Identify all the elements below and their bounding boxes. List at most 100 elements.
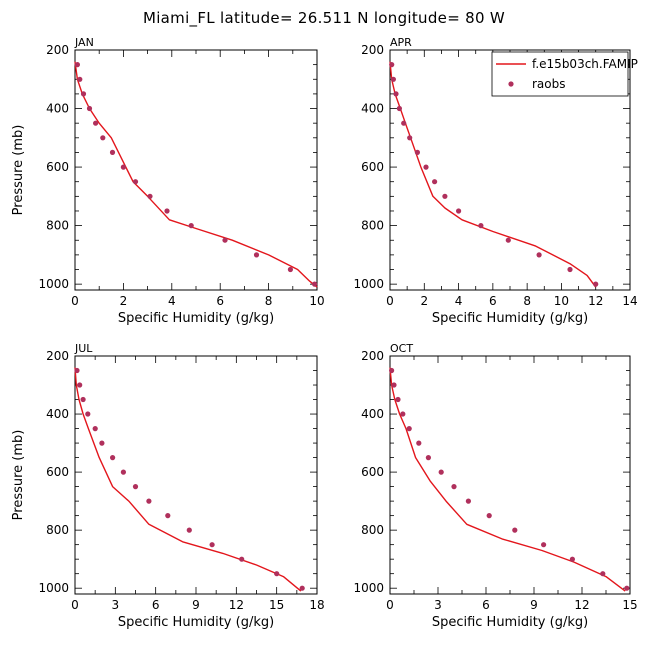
y-tick-label: 800 bbox=[46, 219, 69, 233]
obs-point bbox=[425, 455, 431, 461]
obs-point bbox=[624, 585, 630, 591]
y-tick-label: 200 bbox=[46, 43, 69, 57]
plot-frame bbox=[74, 355, 318, 595]
x-tick-label: 6 bbox=[216, 294, 224, 308]
x-tick-label: 10 bbox=[554, 294, 569, 308]
model-profile-line bbox=[74, 367, 302, 592]
x-tick-label: 12 bbox=[574, 598, 589, 612]
obs-point bbox=[77, 382, 83, 388]
obs-point bbox=[77, 76, 83, 82]
x-tick-label: 0 bbox=[71, 598, 79, 612]
x-tick-label: 9 bbox=[530, 598, 538, 612]
legend-box bbox=[491, 51, 629, 97]
y-tick-label: 800 bbox=[361, 219, 384, 233]
y-tick-label: 600 bbox=[46, 160, 69, 174]
obs-point bbox=[74, 367, 80, 374]
obs-point bbox=[188, 223, 194, 229]
x-tick-label: 8 bbox=[523, 294, 531, 308]
obs-point bbox=[120, 164, 126, 170]
y-tick-label: 200 bbox=[46, 349, 69, 363]
obs-point bbox=[406, 426, 412, 432]
obs-point bbox=[536, 252, 542, 258]
obs-point bbox=[92, 426, 98, 432]
obs-point bbox=[593, 281, 599, 287]
obs-point bbox=[416, 440, 422, 446]
obs-point bbox=[391, 382, 397, 388]
obs-point bbox=[432, 179, 438, 185]
x-tick-label: 15 bbox=[622, 598, 637, 612]
obs-point bbox=[110, 455, 116, 461]
figure-title: Miami_FL latitude= 26.511 N longitude= 8… bbox=[143, 9, 505, 28]
x-tick-label: 12 bbox=[588, 294, 603, 308]
x-tick-label: 18 bbox=[309, 598, 324, 612]
x-tick-label: 3 bbox=[434, 598, 442, 612]
obs-point bbox=[541, 542, 547, 548]
obs-point bbox=[465, 498, 471, 504]
x-tick-label: 9 bbox=[192, 598, 200, 612]
legend-model-label: f.e15b03ch.FAMIP bbox=[532, 57, 638, 71]
obs-point bbox=[120, 469, 126, 475]
obs-point bbox=[209, 542, 215, 548]
y-tick-label: 400 bbox=[361, 102, 384, 116]
obs-point bbox=[100, 135, 106, 141]
x-axis-label: Specific Humidity (g/kg) bbox=[432, 615, 588, 630]
obs-point bbox=[451, 484, 457, 490]
y-tick-label: 200 bbox=[361, 43, 384, 57]
x-tick-label: 4 bbox=[168, 294, 176, 308]
x-tick-label: 6 bbox=[152, 598, 160, 612]
y-tick-label: 400 bbox=[361, 407, 384, 421]
x-tick-label: 0 bbox=[386, 294, 394, 308]
y-tick-label: 400 bbox=[46, 407, 69, 421]
panel-title: JUL bbox=[74, 342, 93, 355]
obs-point bbox=[222, 237, 228, 243]
y-tick-label: 600 bbox=[46, 465, 69, 479]
y-tick-label: 800 bbox=[361, 523, 384, 537]
obs-point bbox=[396, 105, 402, 112]
obs-point bbox=[253, 252, 260, 258]
y-tick-label: 400 bbox=[46, 102, 69, 116]
obs-point bbox=[512, 527, 518, 533]
obs-point bbox=[312, 281, 318, 287]
panel-title: JAN bbox=[74, 36, 94, 49]
obs-point bbox=[407, 135, 413, 141]
y-tick-label: 1000 bbox=[38, 277, 69, 291]
obs-point bbox=[438, 469, 444, 475]
y-tick-label: 200 bbox=[361, 349, 384, 363]
obs-point bbox=[86, 105, 93, 112]
y-tick-label: 1000 bbox=[353, 277, 384, 291]
obs-point bbox=[80, 91, 87, 97]
obs-point bbox=[395, 396, 401, 403]
x-tick-label: 12 bbox=[229, 598, 244, 612]
obs-point bbox=[569, 556, 576, 562]
legend-obs-label: raobs bbox=[532, 77, 566, 91]
obs-point bbox=[132, 484, 139, 490]
x-tick-label: 2 bbox=[120, 294, 128, 308]
obs-point bbox=[132, 179, 139, 185]
obs-point bbox=[414, 149, 420, 155]
obs-point bbox=[389, 62, 395, 68]
x-axis-label: Specific Humidity (g/kg) bbox=[118, 615, 274, 630]
obs-point bbox=[239, 556, 245, 562]
obs-point bbox=[146, 498, 152, 504]
obs-point bbox=[164, 208, 170, 214]
obs-point bbox=[99, 440, 105, 446]
obs-point bbox=[74, 62, 80, 68]
obs-point bbox=[274, 571, 280, 577]
y-tick-label: 600 bbox=[361, 160, 384, 174]
obs-point bbox=[505, 237, 511, 243]
legend-dot-swatch bbox=[508, 81, 514, 87]
x-tick-label: 6 bbox=[489, 294, 497, 308]
obs-point bbox=[186, 527, 192, 533]
x-tick-label: 0 bbox=[386, 598, 394, 612]
y-axis-label: Pressure (mb) bbox=[11, 125, 26, 216]
x-tick-label: 6 bbox=[482, 598, 490, 612]
panel-title: APR bbox=[390, 36, 412, 49]
x-tick-label: 3 bbox=[112, 598, 120, 612]
x-tick-label: 15 bbox=[269, 598, 284, 612]
